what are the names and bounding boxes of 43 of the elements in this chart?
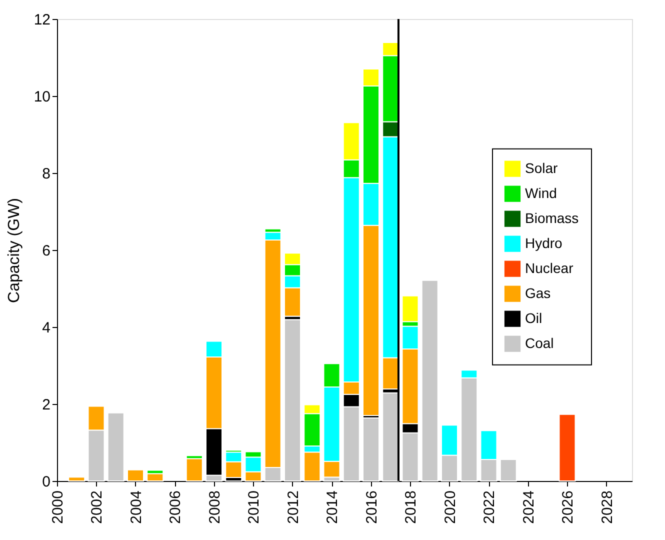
bar [402,295,419,322]
y-tick-label: 2 [42,396,50,414]
bar [186,458,203,482]
bar [146,473,164,482]
y-tick-label: 12 [34,12,50,28]
legend-label: Oil [525,310,542,326]
x-tick-label: 2006 [167,490,184,524]
x-tick-label: 2024 [520,490,538,524]
y-tick-label: 4 [42,320,50,336]
x-tick-label: 2014 [324,490,342,524]
bar [500,458,517,482]
x-tick-label: 2022 [481,490,498,524]
x-tick-label: 2026 [560,490,577,524]
bar [558,414,576,482]
x-tick-label: 2018 [402,490,420,524]
y-axis-title: Capacity (GW) [6,198,23,303]
x-tick-label: 2008 [206,490,224,524]
legend-label: Gas [525,284,551,301]
bar [421,280,438,482]
y-tick-label: 6 [42,242,50,260]
x-tick-label: 2028 [598,490,616,524]
legend-label: Wind [525,184,557,201]
x-tick-label: 2020 [442,490,459,524]
bar [127,469,144,482]
x-tick-label: 2000 [50,490,66,524]
y-tick-label: 10 [34,88,50,106]
x-tick-label: 2010 [246,490,263,524]
bar [107,412,124,482]
y-tick-label: 8 [42,166,50,182]
bar [382,392,400,482]
y-tick-label: 0 [42,474,50,490]
bar [362,417,380,482]
x-tick-label: 2012 [284,490,302,524]
x-tick-label: 2004 [128,490,145,524]
bar [68,476,86,482]
legend-label: Coal [525,334,554,351]
bar [284,319,301,482]
legend-label: Nuclear [525,260,574,276]
x-tick-label: 2002 [88,490,106,524]
x-tick-label: 2016 [363,490,380,524]
legend-label: Solar [525,160,558,176]
legend-label: Biomass [525,210,579,226]
legend-label: Hydro [525,234,563,251]
